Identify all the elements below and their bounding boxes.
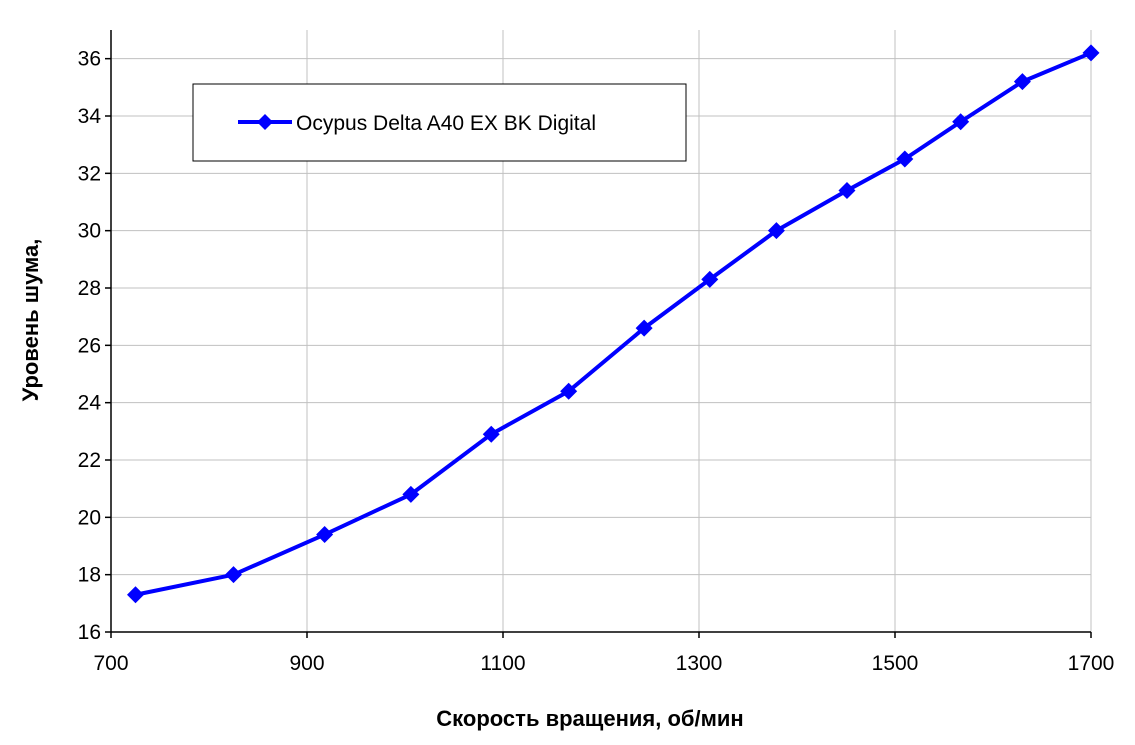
- data-point-marker: [225, 566, 242, 584]
- data-point-marker: [1013, 73, 1031, 91]
- y-tick-label: 30: [78, 220, 101, 243]
- x-tick-label: 700: [93, 652, 128, 675]
- data-point-marker: [560, 382, 578, 400]
- y-tick-label: 26: [78, 334, 101, 357]
- x-tick-label: 1700: [1068, 652, 1115, 675]
- y-tick-label: 16: [78, 621, 101, 644]
- data-point-marker: [952, 113, 970, 131]
- legend-series-label: Ocypus Delta A40 EX BK Digital: [296, 112, 596, 135]
- x-axis-title: Скорость вращения, об/мин: [436, 706, 743, 731]
- x-tick-label: 1500: [872, 652, 919, 675]
- y-tick-label: 22: [78, 449, 101, 472]
- series-line: [135, 51, 1092, 597]
- x-tick-label: 900: [289, 652, 324, 675]
- data-point-marker: [1082, 44, 1100, 62]
- series-layer: [127, 44, 1100, 604]
- legend: Ocypus Delta A40 EX BK Digital: [192, 83, 687, 162]
- x-tick-label: 1300: [676, 652, 723, 675]
- y-tick-label: 20: [78, 506, 101, 529]
- data-point-marker: [402, 485, 420, 503]
- y-tick-label: 28: [78, 277, 101, 300]
- data-point-marker: [896, 150, 914, 168]
- y-tick-label: 32: [78, 162, 101, 185]
- data-point-marker: [838, 182, 856, 200]
- x-tick-label: 1100: [480, 652, 525, 675]
- y-tick-label: 18: [78, 564, 101, 587]
- data-point-marker: [767, 222, 785, 240]
- y-axis-title: Уровень шума,: [18, 239, 43, 402]
- legend-diamond-marker: [257, 114, 273, 130]
- y-tick-label: 36: [78, 48, 101, 71]
- data-point-marker: [482, 425, 500, 443]
- data-point-marker: [701, 270, 719, 288]
- y-tick-label: 24: [78, 392, 102, 415]
- tick-labels: 16 18 20 22 24 26 28 30 32 34 36 700 900 1100 1300 1500…: [78, 48, 1115, 675]
- data-point-marker: [635, 319, 653, 337]
- data-point-marker: [316, 526, 334, 544]
- data-point-marker: [127, 586, 144, 604]
- axes: [105, 30, 1092, 638]
- y-tick-label: 34: [78, 105, 102, 128]
